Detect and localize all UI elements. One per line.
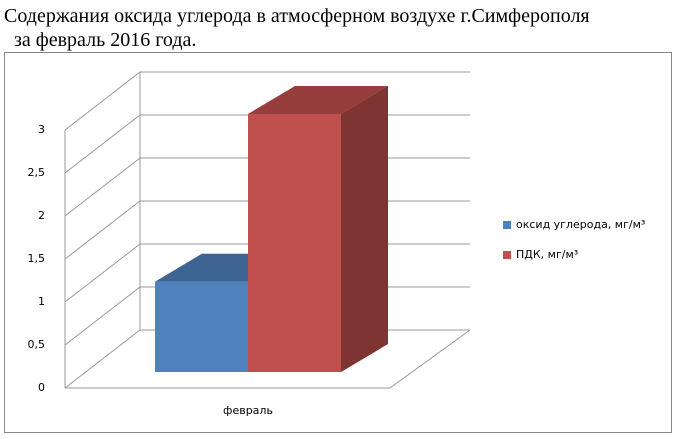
y-tick-label: 1,5 (28, 252, 46, 265)
x-tick-label: февраль (223, 404, 273, 417)
bar-top (248, 86, 388, 114)
legend-label: ПДК, мг/м³ (516, 248, 578, 261)
chart-title: Содержания оксида углерода в атмосферном… (4, 5, 590, 27)
chart-frame (4, 52, 672, 433)
bar (155, 281, 248, 372)
bar-top-shade (248, 86, 388, 114)
y-tick-label: 0 (38, 381, 45, 394)
y-tick-label: 2,5 (28, 166, 46, 179)
bar-side-shade (341, 86, 388, 372)
legend-label: оксид углерода, мг/м³ (516, 218, 645, 231)
legend-swatch (503, 251, 511, 259)
y-tick-label: 1 (38, 295, 45, 308)
bar-side (341, 86, 388, 372)
floor-edge (65, 329, 471, 389)
y-tick-label: 0,5 (28, 338, 46, 351)
chart-subtitle: за февраль 2016 года. (14, 29, 196, 51)
legend-swatch (503, 221, 511, 229)
y-tick-label: 2 (38, 209, 45, 222)
y-tick-label: 3 (38, 123, 45, 136)
bar (248, 114, 341, 372)
